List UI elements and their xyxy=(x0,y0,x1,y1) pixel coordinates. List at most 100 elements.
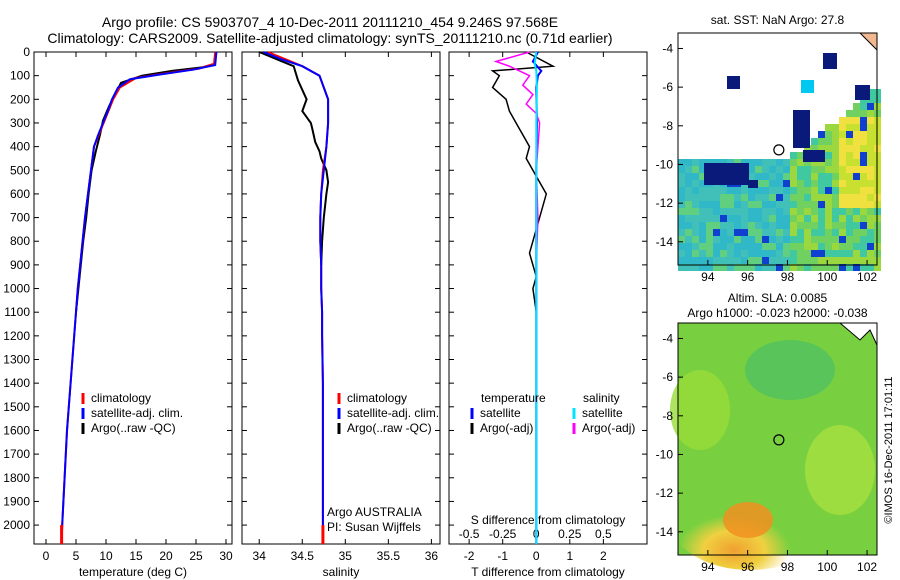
sst-cell xyxy=(867,215,874,222)
sst-cell xyxy=(685,229,692,236)
sst-cell xyxy=(734,250,741,257)
sst-cell xyxy=(685,166,692,173)
sst-cell xyxy=(755,257,762,264)
sst-cell xyxy=(846,131,853,138)
sst-cell xyxy=(839,173,846,180)
y-tick-label: 500 xyxy=(10,163,30,177)
map-x-tick-label: 102 xyxy=(857,560,877,574)
sst-cell xyxy=(832,215,839,222)
sst-cell xyxy=(825,208,832,215)
sst-cell xyxy=(853,138,860,145)
sst-cell xyxy=(755,215,762,222)
sst-cell xyxy=(860,236,867,243)
y-tick-label: 1200 xyxy=(3,329,30,343)
sst-cell xyxy=(839,117,846,124)
sst-cell xyxy=(832,131,839,138)
legend-diff-header-temperature: temperature xyxy=(481,391,546,405)
sst-cell xyxy=(853,166,860,173)
sst-cell xyxy=(783,201,790,208)
sst-cell xyxy=(832,236,839,243)
sst-cell xyxy=(678,257,685,264)
sst-cell xyxy=(832,187,839,194)
sst-cell xyxy=(755,250,762,257)
sst-cell xyxy=(741,229,748,236)
sst-cell xyxy=(874,264,881,271)
sst-cell xyxy=(685,173,692,180)
annotation-pi: PI: Susan Wijffels xyxy=(327,520,421,534)
sst-cell xyxy=(685,194,692,201)
sst-cell xyxy=(797,222,804,229)
y-tick-label: 300 xyxy=(10,116,30,130)
sst-mask-patch xyxy=(855,85,870,100)
x-tick-label: 10 xyxy=(99,549,113,563)
sst-cell xyxy=(860,264,867,271)
sst-cell xyxy=(804,250,811,257)
sst-cell xyxy=(790,159,797,166)
sst-cell xyxy=(762,187,769,194)
sst-cell xyxy=(804,208,811,215)
sst-cell xyxy=(846,124,853,131)
sst-cell xyxy=(713,187,720,194)
sst-cell xyxy=(804,222,811,229)
sst-cell xyxy=(734,229,741,236)
sst-cell xyxy=(685,159,692,166)
sst-cell xyxy=(853,145,860,152)
sst-cell xyxy=(776,208,783,215)
sst-cell xyxy=(685,187,692,194)
sst-cell xyxy=(741,264,748,271)
sst-cell xyxy=(692,159,699,166)
sst-cell xyxy=(678,166,685,173)
sst-cell xyxy=(797,187,804,194)
sst-cell xyxy=(846,250,853,257)
sst-cell xyxy=(748,215,755,222)
sst-cell xyxy=(692,173,699,180)
sst-cell xyxy=(783,166,790,173)
sst-cell xyxy=(804,194,811,201)
sst-cell xyxy=(783,236,790,243)
map-y-tick-label: -6 xyxy=(662,80,673,94)
sst-cell xyxy=(678,180,685,187)
x-axis-label: salinity xyxy=(323,565,360,579)
sst-cell xyxy=(846,215,853,222)
sst-cell xyxy=(811,243,818,250)
sst-cell xyxy=(860,124,867,131)
sst-cell xyxy=(783,215,790,222)
sst-cell xyxy=(748,264,755,271)
sst-mask-patch xyxy=(803,150,825,162)
sst-cell xyxy=(818,187,825,194)
sst-cell xyxy=(755,173,762,180)
sst-cell xyxy=(734,194,741,201)
legend-salinity-label: Argo(..raw -QC) xyxy=(347,421,432,435)
profile-panel-3-frame xyxy=(448,51,648,545)
map-x-tick-label: 96 xyxy=(741,270,755,284)
sst-cell xyxy=(839,215,846,222)
sst-cell xyxy=(846,194,853,201)
sst-cell xyxy=(762,180,769,187)
sst-cell xyxy=(867,152,874,159)
sst-cell xyxy=(748,257,755,264)
sst-cell xyxy=(860,201,867,208)
sst-cell xyxy=(762,250,769,257)
sst-cell xyxy=(720,201,727,208)
sst-cell xyxy=(720,159,727,166)
sst-cell xyxy=(853,243,860,250)
map-x-tick-label: 100 xyxy=(817,560,837,574)
sst-cell xyxy=(762,215,769,222)
sst-cell xyxy=(720,229,727,236)
sst-cell xyxy=(818,264,825,271)
sst-cell xyxy=(769,208,776,215)
sst-cell xyxy=(811,201,818,208)
sst-cell xyxy=(699,250,706,257)
sst-cell xyxy=(839,152,846,159)
legend-temperature-label: Argo(..raw -QC) xyxy=(91,421,176,435)
sst-cell xyxy=(741,236,748,243)
sst-cell xyxy=(699,264,706,271)
sst-mask-patch xyxy=(748,180,758,188)
sst-cell xyxy=(685,201,692,208)
sst-cell xyxy=(727,187,734,194)
sst-cell xyxy=(853,208,860,215)
x-tick-label-top: 0.25 xyxy=(558,527,582,541)
sst-cell xyxy=(769,173,776,180)
y-tick-label: 1900 xyxy=(3,494,30,508)
map-x-tick-label: 102 xyxy=(857,270,877,284)
